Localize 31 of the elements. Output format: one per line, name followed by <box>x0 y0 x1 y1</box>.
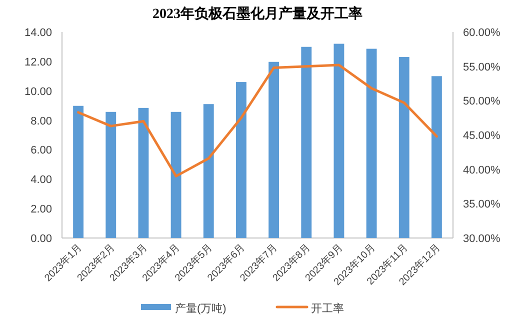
legend-label: 产量(万吨) <box>175 302 226 315</box>
bar <box>106 112 116 238</box>
y2-tick-label: 35.00% <box>463 198 501 211</box>
bar <box>301 46 312 238</box>
y-tick-label: 14.00 <box>24 27 52 39</box>
y2-tick-label: 55.00% <box>463 61 501 74</box>
bar <box>73 106 84 238</box>
y2-tick-label: 45.00% <box>463 130 501 142</box>
y-tick-label: 0.00 <box>30 233 52 245</box>
legend-label: 开工率 <box>311 302 344 315</box>
bar <box>431 76 442 238</box>
bar <box>138 108 149 238</box>
bar <box>236 82 246 238</box>
y-tick-label: 4.00 <box>30 174 52 186</box>
y-tick-label: 10.00 <box>24 86 52 98</box>
y-tick-label: 2.00 <box>30 204 52 216</box>
y2-tick-label: 60.00% <box>463 27 501 39</box>
bar <box>366 48 377 238</box>
y-tick-label: 6.00 <box>30 144 52 157</box>
bar <box>170 112 182 238</box>
line-series <box>77 64 438 178</box>
bar <box>398 57 410 238</box>
y2-tick-label: 50.00% <box>463 96 501 108</box>
y-tick-label: 12.00 <box>24 56 52 68</box>
bar <box>268 62 280 238</box>
y-tick-label: 8.00 <box>30 115 52 128</box>
bar <box>334 44 344 238</box>
chart-title: 2023年负极石墨化月产量及开工率 <box>152 5 362 22</box>
y2-tick-label: 30.00% <box>463 233 501 245</box>
bar <box>203 104 214 238</box>
y2-tick-label: 40.00% <box>463 164 501 176</box>
